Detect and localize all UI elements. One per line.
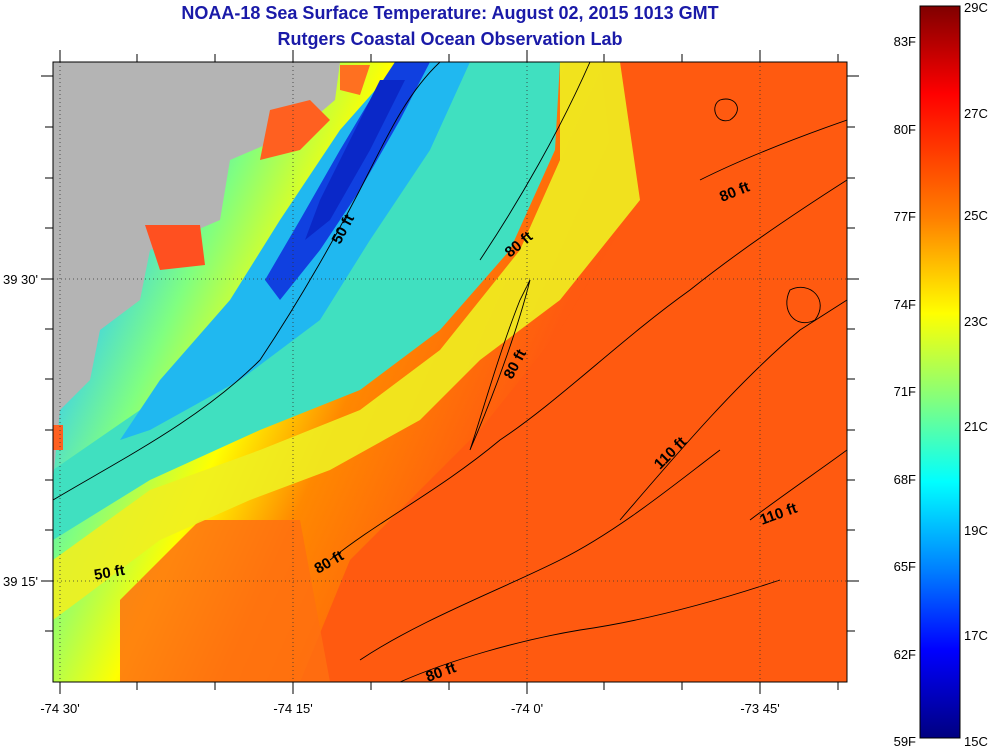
lon-tick-label: -74 0'	[511, 701, 543, 716]
temperature-colorbar: 83F 80F 77F 74F 71F 68F 65F 62F 59F 29C …	[894, 0, 988, 749]
lon-tick-label: -73 45'	[740, 701, 779, 716]
celsius-label: 23C	[964, 314, 988, 329]
map-subtitle: Rutgers Coastal Ocean Observation Lab	[277, 29, 623, 49]
warm-nearshore-water	[340, 65, 370, 95]
sst-map: 50 ft 80 ft 80 ft 80 ft 110 ft 110 ft 80…	[3, 50, 859, 716]
warm-nearshore-water	[53, 425, 63, 450]
colorbar-gradient	[919, 5, 961, 739]
lat-tick-label: 39 30'	[3, 272, 38, 287]
celsius-label: 29C	[964, 0, 988, 15]
fahrenheit-label: 83F	[894, 34, 916, 49]
lon-tick-label: -74 30'	[40, 701, 79, 716]
bathymetry-contours	[53, 62, 847, 682]
map-frame	[52, 61, 848, 683]
fahrenheit-label: 77F	[894, 209, 916, 224]
fahrenheit-label: 80F	[894, 122, 916, 137]
warm-water-region	[120, 520, 330, 682]
celsius-label: 19C	[964, 523, 988, 538]
fahrenheit-label: 74F	[894, 297, 916, 312]
fahrenheit-label: 59F	[894, 734, 916, 749]
fahrenheit-label: 62F	[894, 647, 916, 662]
depth-label: 50 ft	[93, 562, 126, 584]
celsius-label: 27C	[964, 106, 988, 121]
transition-band	[53, 62, 640, 620]
warm-nearshore-water	[260, 100, 330, 160]
celsius-label: 17C	[964, 628, 988, 643]
lat-tick-label: 39 15'	[3, 574, 38, 589]
fahrenheit-label: 71F	[894, 384, 916, 399]
cold-upwelling	[305, 80, 405, 240]
warm-nearshore-water	[145, 225, 205, 270]
celsius-label: 25C	[964, 208, 988, 223]
graticule	[53, 62, 847, 682]
fahrenheit-label: 65F	[894, 559, 916, 574]
map-title: NOAA-18 Sea Surface Temperature: August …	[181, 3, 719, 23]
axis-ticks	[41, 50, 859, 694]
warm-water-region	[300, 62, 847, 682]
lon-tick-label: -74 15'	[273, 701, 312, 716]
celsius-label: 21C	[964, 419, 988, 434]
land-mass	[53, 62, 340, 480]
fahrenheit-label: 68F	[894, 472, 916, 487]
celsius-label: 15C	[964, 734, 988, 749]
